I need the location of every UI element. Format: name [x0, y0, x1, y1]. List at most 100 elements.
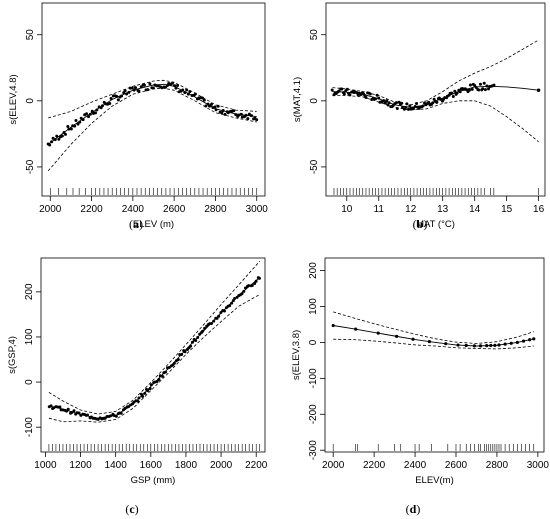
y-tick-label: 0: [308, 339, 319, 345]
data-point: [404, 105, 408, 109]
data-point: [170, 81, 174, 85]
data-point: [385, 99, 389, 103]
data-point: [249, 114, 253, 118]
x-axis-label: ELEV(m): [415, 475, 454, 486]
plot-frame: [40, 257, 266, 453]
data-point: [257, 276, 261, 280]
data-point: [81, 118, 85, 122]
data-point: [364, 96, 368, 100]
y-axis-label: s(ELEV,3.8): [291, 330, 302, 380]
data-point: [485, 344, 489, 348]
data-point: [464, 343, 468, 348]
data-point: [415, 102, 419, 106]
panel-label: (a): [129, 217, 143, 231]
data-point: [406, 107, 410, 111]
x-tick-label: 3000: [246, 204, 269, 215]
data-point: [78, 120, 82, 124]
data-point: [497, 343, 501, 347]
data-point: [77, 411, 81, 415]
data-point: [189, 344, 193, 348]
data-point: [453, 89, 457, 93]
data-point: [209, 103, 213, 107]
data-point: [50, 140, 54, 144]
data-point: [51, 136, 55, 140]
x-tick-label: 2600: [445, 460, 468, 471]
data-point: [137, 89, 141, 93]
data-point: [190, 340, 194, 344]
panel-label: (b): [413, 217, 428, 231]
data-point: [74, 118, 78, 122]
lower-band: [48, 294, 260, 423]
data-point: [48, 143, 52, 147]
data-point: [66, 407, 70, 411]
y-tick-label: 0: [24, 379, 35, 385]
x-tick-label: 1600: [140, 460, 163, 471]
data-point: [196, 335, 200, 339]
upper-band: [332, 39, 539, 106]
data-point: [63, 132, 67, 136]
data-point: [53, 138, 57, 142]
data-point: [376, 331, 380, 335]
data-point: [233, 297, 237, 301]
data-point: [72, 409, 76, 413]
data-point: [59, 408, 63, 412]
plot-frame: [41, 2, 266, 197]
data-point: [481, 87, 485, 91]
data-point: [395, 106, 399, 110]
lower-band: [47, 87, 257, 172]
data-point: [521, 339, 526, 343]
panel-label: (d): [406, 502, 421, 516]
data-point: [337, 89, 341, 93]
data-point: [368, 92, 372, 96]
x-tick-label: 2400: [404, 460, 427, 471]
x-tick-label: 2000: [210, 460, 233, 471]
data-point: [49, 404, 53, 408]
data-point: [194, 338, 198, 342]
data-point: [468, 83, 472, 87]
x-axis-label: MAT (°C): [416, 219, 455, 230]
data-point: [455, 91, 459, 95]
data-point: [255, 118, 259, 122]
data-point: [149, 383, 153, 387]
data-point: [411, 337, 415, 341]
data-point: [157, 377, 161, 381]
data-point: [174, 86, 178, 90]
data-point: [348, 93, 352, 97]
x-tick-label: 2200: [80, 204, 103, 215]
data-point: [214, 108, 218, 112]
lower-band: [333, 338, 534, 350]
data-point: [342, 92, 346, 96]
x-tick-label: 14: [469, 204, 481, 215]
data-point: [148, 387, 152, 391]
data-point: [532, 337, 536, 341]
data-point: [209, 321, 213, 325]
data-point: [394, 101, 398, 105]
fit-line: [333, 325, 534, 347]
data-point: [137, 396, 141, 400]
x-tick-label: 10: [341, 204, 353, 215]
upper-band: [48, 79, 257, 119]
data-point: [143, 391, 147, 395]
data-point: [76, 122, 80, 126]
data-point: [173, 84, 177, 88]
data-point: [88, 112, 92, 116]
data-point: [114, 414, 118, 418]
data-point: [95, 108, 99, 112]
data-point: [125, 92, 129, 96]
data-point: [200, 96, 204, 100]
data-point: [215, 316, 219, 320]
y-tick-label: -50: [309, 159, 320, 174]
data-point: [486, 87, 490, 91]
panel-b: 10 11 12 13 14 15 16 -50 0 50 MAT (°C) s(MAT,4.1) (b…: [292, 2, 546, 231]
data-point: [340, 87, 344, 91]
data-point: [164, 370, 168, 374]
data-point: [56, 405, 60, 409]
data-point: [456, 343, 460, 347]
x-tick-label: 12: [405, 204, 417, 215]
data-point: [451, 95, 455, 99]
data-point: [193, 92, 197, 96]
y-tick-label: -200: [308, 404, 319, 424]
x-tick-label: 2600: [163, 204, 186, 215]
data-point: [382, 99, 386, 103]
